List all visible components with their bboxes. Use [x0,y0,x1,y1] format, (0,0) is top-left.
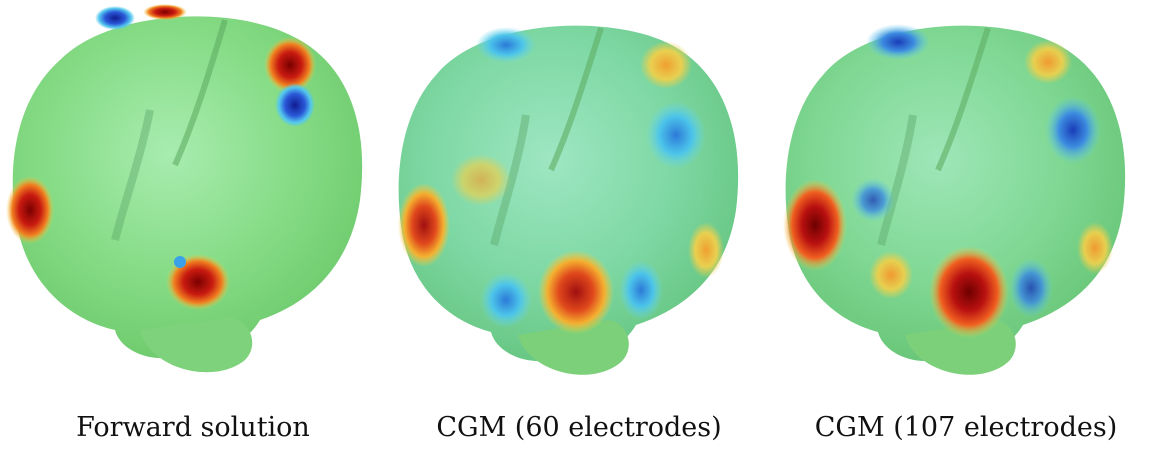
brain-render-cgm-107 [783,24,1126,375]
positive-spot [166,254,230,310]
positive-spot [929,246,1009,338]
positive-spot [538,250,614,334]
brain-render-forward-solution [6,4,363,373]
negative-spot [1045,96,1101,164]
negative-spot [476,27,536,63]
warm-spot [451,154,511,206]
negative-spot [619,260,663,320]
negative-spot [480,272,532,328]
negative-spot [1009,258,1053,318]
positive-spot [264,37,316,93]
panel-cgm-60: CGM (60 electrodes) [386,0,772,460]
negative-spot [174,256,186,268]
warm-spot [640,41,692,89]
negative-spot [851,178,895,222]
caption-forward-solution: Forward solution [76,412,310,443]
panel-forward-solution: Forward solution [0,0,386,460]
warm-spot [1077,222,1113,274]
panel-cgm-107: CGM (107 electrodes) [773,0,1159,460]
warm-spot [1024,40,1072,84]
warm-spot [688,222,724,278]
negative-spot [95,6,135,30]
positive-spot [398,183,450,267]
warm-spot [869,251,913,299]
negative-spot [646,101,706,169]
negative-spot [866,24,930,60]
brain-surface [12,16,363,373]
caption-cgm-60: CGM (60 electrodes) [436,412,722,443]
positive-spot [6,176,54,244]
caption-cgm-107: CGM (107 electrodes) [814,412,1118,443]
positive-spot [783,179,847,271]
negative-spot [275,83,315,127]
brain-render-cgm-60 [398,25,739,375]
positive-spot [143,4,187,20]
